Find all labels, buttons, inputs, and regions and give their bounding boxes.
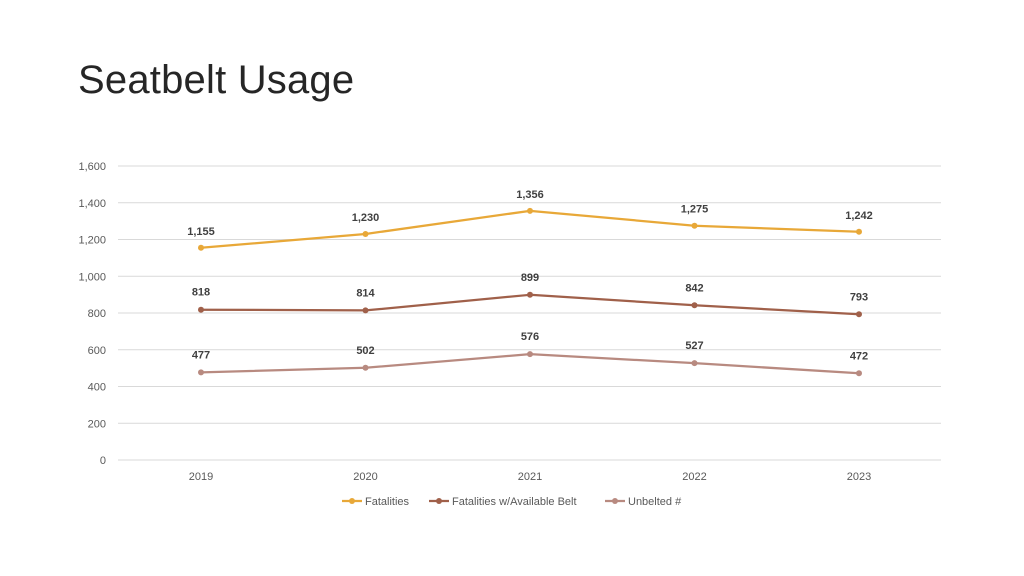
data-point: [691, 302, 698, 309]
y-tick-label: 400: [88, 382, 106, 394]
data-point: [362, 230, 369, 237]
series-lines: [198, 207, 862, 377]
data-label: 842: [685, 282, 703, 294]
data-label: 1,155: [187, 226, 215, 238]
x-tick-label: 2022: [682, 471, 706, 483]
data-label: 818: [192, 287, 210, 299]
data-point: [856, 311, 862, 318]
data-point: [527, 291, 533, 298]
gridlines: [118, 165, 941, 461]
y-tick-label: 1,000: [78, 271, 106, 283]
data-point: [856, 370, 862, 377]
data-point: [362, 364, 369, 371]
y-tick-label: 1,600: [78, 161, 106, 173]
data-point: [362, 307, 369, 314]
data-point: [527, 207, 533, 214]
data-label: 472: [850, 350, 868, 362]
legend-marker: [349, 498, 355, 504]
y-tick-label: 200: [88, 418, 106, 430]
page-title: Seatbelt Usage: [78, 58, 355, 102]
data-label: 477: [192, 349, 210, 361]
legend-label: Fatalities: [365, 496, 410, 508]
data-point: [691, 360, 698, 367]
data-label: 1,356: [516, 189, 544, 201]
series-line: [199, 209, 861, 249]
x-tick-label: 2023: [847, 471, 871, 483]
data-label: 793: [850, 291, 868, 303]
data-point: [198, 369, 204, 376]
data-label: 1,242: [845, 210, 873, 222]
data-label: 576: [521, 331, 539, 343]
legend-marker: [436, 498, 442, 504]
x-tick-label: 2021: [518, 471, 542, 483]
data-label: 1,275: [681, 204, 709, 216]
data-point: [856, 228, 862, 235]
x-tick-label: 2020: [353, 471, 377, 483]
y-tick-label: 1,400: [78, 198, 106, 210]
legend-label: Fatalities w/Available Belt: [452, 496, 577, 508]
data-labels: 1,155 1,230 1,356 1,275 1,242 818 814 899 842 793…: [187, 189, 873, 362]
data-point: [198, 306, 204, 313]
legend: Fatalities Fatalities w/Available Belt Unb…: [342, 496, 682, 508]
x-tick-label: 2019: [189, 471, 213, 483]
data-label: 1,230: [352, 212, 380, 224]
legend-label: Unbelted #: [628, 496, 682, 508]
data-label: 814: [356, 287, 375, 299]
y-tick-label: 800: [88, 308, 106, 320]
legend-marker: [612, 498, 618, 504]
data-label: 502: [356, 345, 374, 357]
data-label: 527: [685, 340, 703, 352]
data-label: 899: [521, 272, 539, 284]
axes: 0 200 400 600 800 1,000 1,200 1,400 1,600 2019 202…: [78, 161, 871, 483]
data-point: [198, 244, 204, 251]
data-point: [527, 351, 533, 358]
y-tick-label: 1,200: [78, 235, 106, 247]
data-point: [691, 222, 698, 229]
y-tick-label: 0: [100, 455, 106, 467]
y-tick-label: 600: [88, 345, 106, 357]
